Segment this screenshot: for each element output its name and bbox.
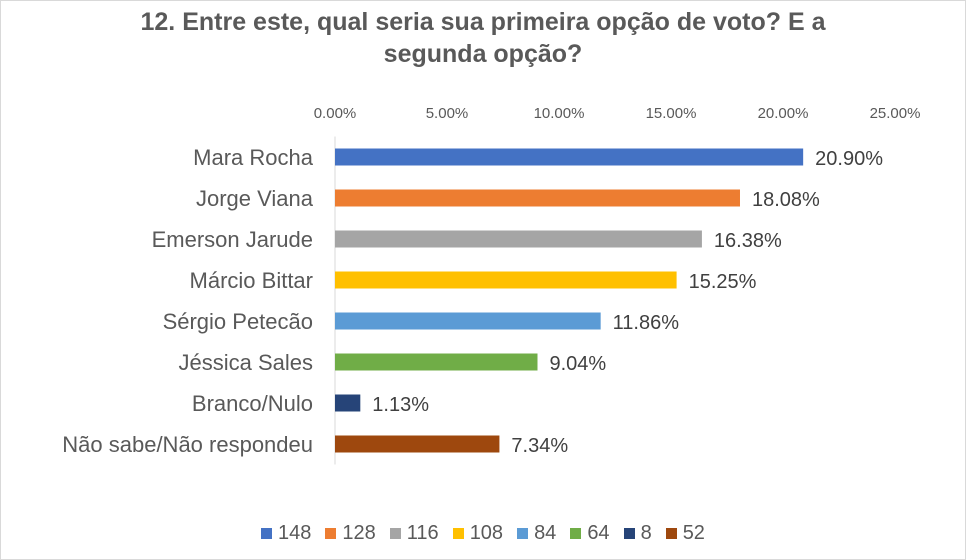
bar [335, 353, 538, 371]
legend-swatch [261, 528, 273, 539]
category-label: Sérgio Petecão [163, 309, 313, 334]
legend-item: 8 [623, 522, 652, 545]
chart-legend: 148 128 116 108 84 64 8 52 [0, 522, 966, 545]
data-label: 20.90% [815, 148, 883, 170]
data-label: 18.08% [752, 189, 820, 211]
legend-label: 8 [640, 522, 652, 544]
legend-label: 148 [278, 522, 312, 544]
x-tick-label: 10.00% [534, 105, 585, 122]
category-label: Jorge Viana [196, 186, 314, 211]
chart-title-line-2: segunda opção? [383, 40, 583, 68]
legend-item: 52 [665, 522, 705, 545]
legend-label: 116 [406, 522, 439, 544]
legend-item: 64 [570, 522, 610, 545]
legend-swatch [517, 528, 529, 539]
category-label: Não sabe/Não respondeu [62, 432, 313, 457]
bar [335, 230, 702, 248]
legend-label: 64 [587, 522, 610, 544]
legend-swatch [389, 528, 401, 539]
bar [335, 312, 601, 330]
legend-label: 84 [534, 522, 557, 544]
data-label: 11.86% [613, 312, 680, 334]
legend-label: 128 [342, 522, 376, 544]
x-tick-label: 5.00% [426, 105, 469, 122]
x-tick-label: 20.00% [758, 105, 809, 122]
legend-swatch [623, 528, 635, 539]
category-label: Márcio Bittar [190, 268, 313, 293]
bar-chart: 0.00% 5.00% 10.00% 15.00% 20.00% 25.00% Mara R… [62, 105, 921, 465]
x-tick-label: 15.00% [646, 105, 697, 122]
chart-title-line-1: 12. Entre este, qual seria sua primeira … [140, 8, 826, 36]
bar [335, 148, 804, 166]
category-label: Mara Rocha [193, 145, 314, 170]
legend-swatch [570, 528, 582, 539]
category-label: Emerson Jarude [152, 227, 313, 252]
bar [335, 189, 740, 207]
data-label: 1.13% [372, 394, 429, 416]
data-label: 15.25% [689, 271, 757, 293]
bar [335, 435, 500, 453]
legend-label: 52 [682, 522, 705, 544]
data-label: 9.04% [549, 353, 606, 375]
legend-label: 108 [469, 522, 504, 544]
legend-swatch [665, 528, 677, 539]
data-label: 16.38% [714, 230, 782, 252]
legend-item: 116 [389, 522, 439, 545]
legend-item: 128 [325, 522, 376, 545]
legend-item: 108 [452, 522, 504, 545]
legend-swatch [325, 528, 337, 539]
x-tick-label: 25.00% [870, 105, 921, 122]
legend-item: 84 [517, 522, 556, 545]
bar [335, 271, 677, 289]
legend-item: 148 [261, 522, 311, 545]
legend-swatch [452, 528, 464, 539]
category-label: Jéssica Sales [178, 350, 313, 375]
category-label: Branco/Nulo [192, 391, 313, 416]
x-tick-label: 0.00% [314, 105, 357, 122]
chart-title: 12. Entre este, qual seria sua primeira … [0, 6, 966, 70]
bar [335, 394, 361, 412]
data-label: 7.34% [511, 435, 568, 457]
